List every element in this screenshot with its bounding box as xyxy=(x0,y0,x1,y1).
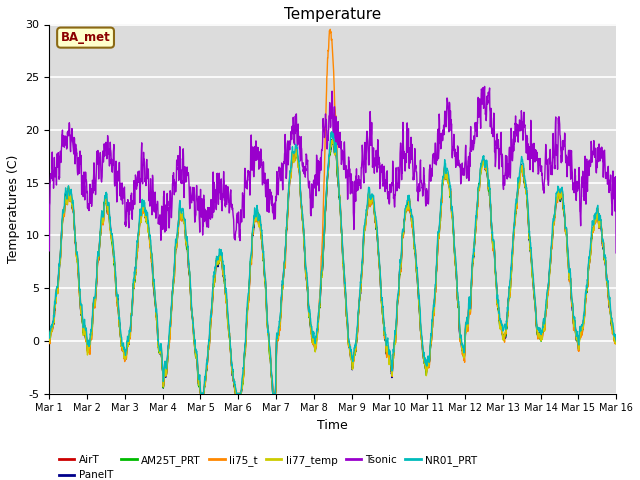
PanelT xyxy=(328,137,336,143)
Line: AM25T_PRT: AM25T_PRT xyxy=(49,140,616,394)
Tsonic xyxy=(349,183,357,189)
Legend: AirT, PanelT, AM25T_PRT, li75_t, li77_temp, Tsonic, NR01_PRT: AirT, PanelT, AM25T_PRT, li75_t, li77_te… xyxy=(54,451,481,480)
Text: BA_met: BA_met xyxy=(61,31,111,44)
NR01_PRT xyxy=(362,210,370,216)
AirT xyxy=(563,231,570,237)
PanelT xyxy=(197,391,205,396)
Tsonic xyxy=(45,248,53,253)
li77_temp xyxy=(563,232,570,238)
li75_t xyxy=(612,337,620,343)
li75_t xyxy=(350,355,358,361)
PanelT xyxy=(350,355,358,361)
NR01_PRT xyxy=(563,225,570,230)
PanelT xyxy=(362,216,370,221)
AirT xyxy=(330,136,337,142)
Tsonic xyxy=(578,179,586,185)
li77_temp xyxy=(350,357,358,363)
AM25T_PRT xyxy=(204,355,211,361)
li75_t xyxy=(196,391,204,396)
li77_temp xyxy=(196,391,204,396)
Tsonic xyxy=(563,157,570,163)
Tsonic xyxy=(481,84,488,89)
NR01_PRT xyxy=(328,129,335,134)
PanelT xyxy=(612,339,620,345)
NR01_PRT xyxy=(350,352,358,358)
AM25T_PRT xyxy=(612,340,620,346)
li77_temp xyxy=(498,326,506,332)
Line: li75_t: li75_t xyxy=(49,29,616,394)
Tsonic xyxy=(204,213,211,218)
Line: PanelT: PanelT xyxy=(49,140,616,394)
Line: li77_temp: li77_temp xyxy=(49,140,616,394)
li77_temp xyxy=(612,339,620,345)
AM25T_PRT xyxy=(563,230,570,236)
NR01_PRT xyxy=(579,323,586,329)
NR01_PRT xyxy=(498,321,506,327)
Y-axis label: Temperatures (C): Temperatures (C) xyxy=(7,155,20,263)
li77_temp xyxy=(362,216,370,222)
Line: AirT: AirT xyxy=(49,139,616,394)
AirT xyxy=(362,217,370,223)
Line: Tsonic: Tsonic xyxy=(49,86,616,253)
AirT xyxy=(350,356,358,362)
li75_t xyxy=(498,330,506,336)
AirT xyxy=(579,328,586,334)
NR01_PRT xyxy=(45,335,53,340)
li77_temp xyxy=(45,338,53,344)
li77_temp xyxy=(204,353,211,359)
NR01_PRT xyxy=(204,353,211,359)
AirT xyxy=(45,338,53,344)
AM25T_PRT xyxy=(362,215,370,221)
PanelT xyxy=(204,355,211,360)
AirT xyxy=(204,354,211,360)
li75_t xyxy=(579,329,586,335)
Tsonic xyxy=(498,156,506,161)
AirT xyxy=(196,391,204,396)
NR01_PRT xyxy=(197,391,205,396)
PanelT xyxy=(579,327,586,333)
AM25T_PRT xyxy=(579,330,586,336)
Tsonic xyxy=(612,250,620,256)
X-axis label: Time: Time xyxy=(317,419,348,432)
li75_t xyxy=(326,26,334,32)
PanelT xyxy=(45,338,53,344)
Line: NR01_PRT: NR01_PRT xyxy=(49,132,616,394)
li75_t xyxy=(362,221,370,227)
li75_t xyxy=(45,338,53,344)
AM25T_PRT xyxy=(350,356,358,362)
AM25T_PRT xyxy=(45,336,53,342)
Tsonic xyxy=(362,156,369,161)
AirT xyxy=(498,327,506,333)
li77_temp xyxy=(329,137,337,143)
AM25T_PRT xyxy=(330,137,337,143)
PanelT xyxy=(563,232,570,238)
AM25T_PRT xyxy=(196,391,204,396)
Title: Temperature: Temperature xyxy=(284,7,381,22)
AM25T_PRT xyxy=(498,329,506,335)
li75_t xyxy=(204,359,211,365)
NR01_PRT xyxy=(612,338,620,344)
li75_t xyxy=(563,226,570,231)
AirT xyxy=(612,340,620,346)
li77_temp xyxy=(579,327,586,333)
PanelT xyxy=(498,329,506,335)
